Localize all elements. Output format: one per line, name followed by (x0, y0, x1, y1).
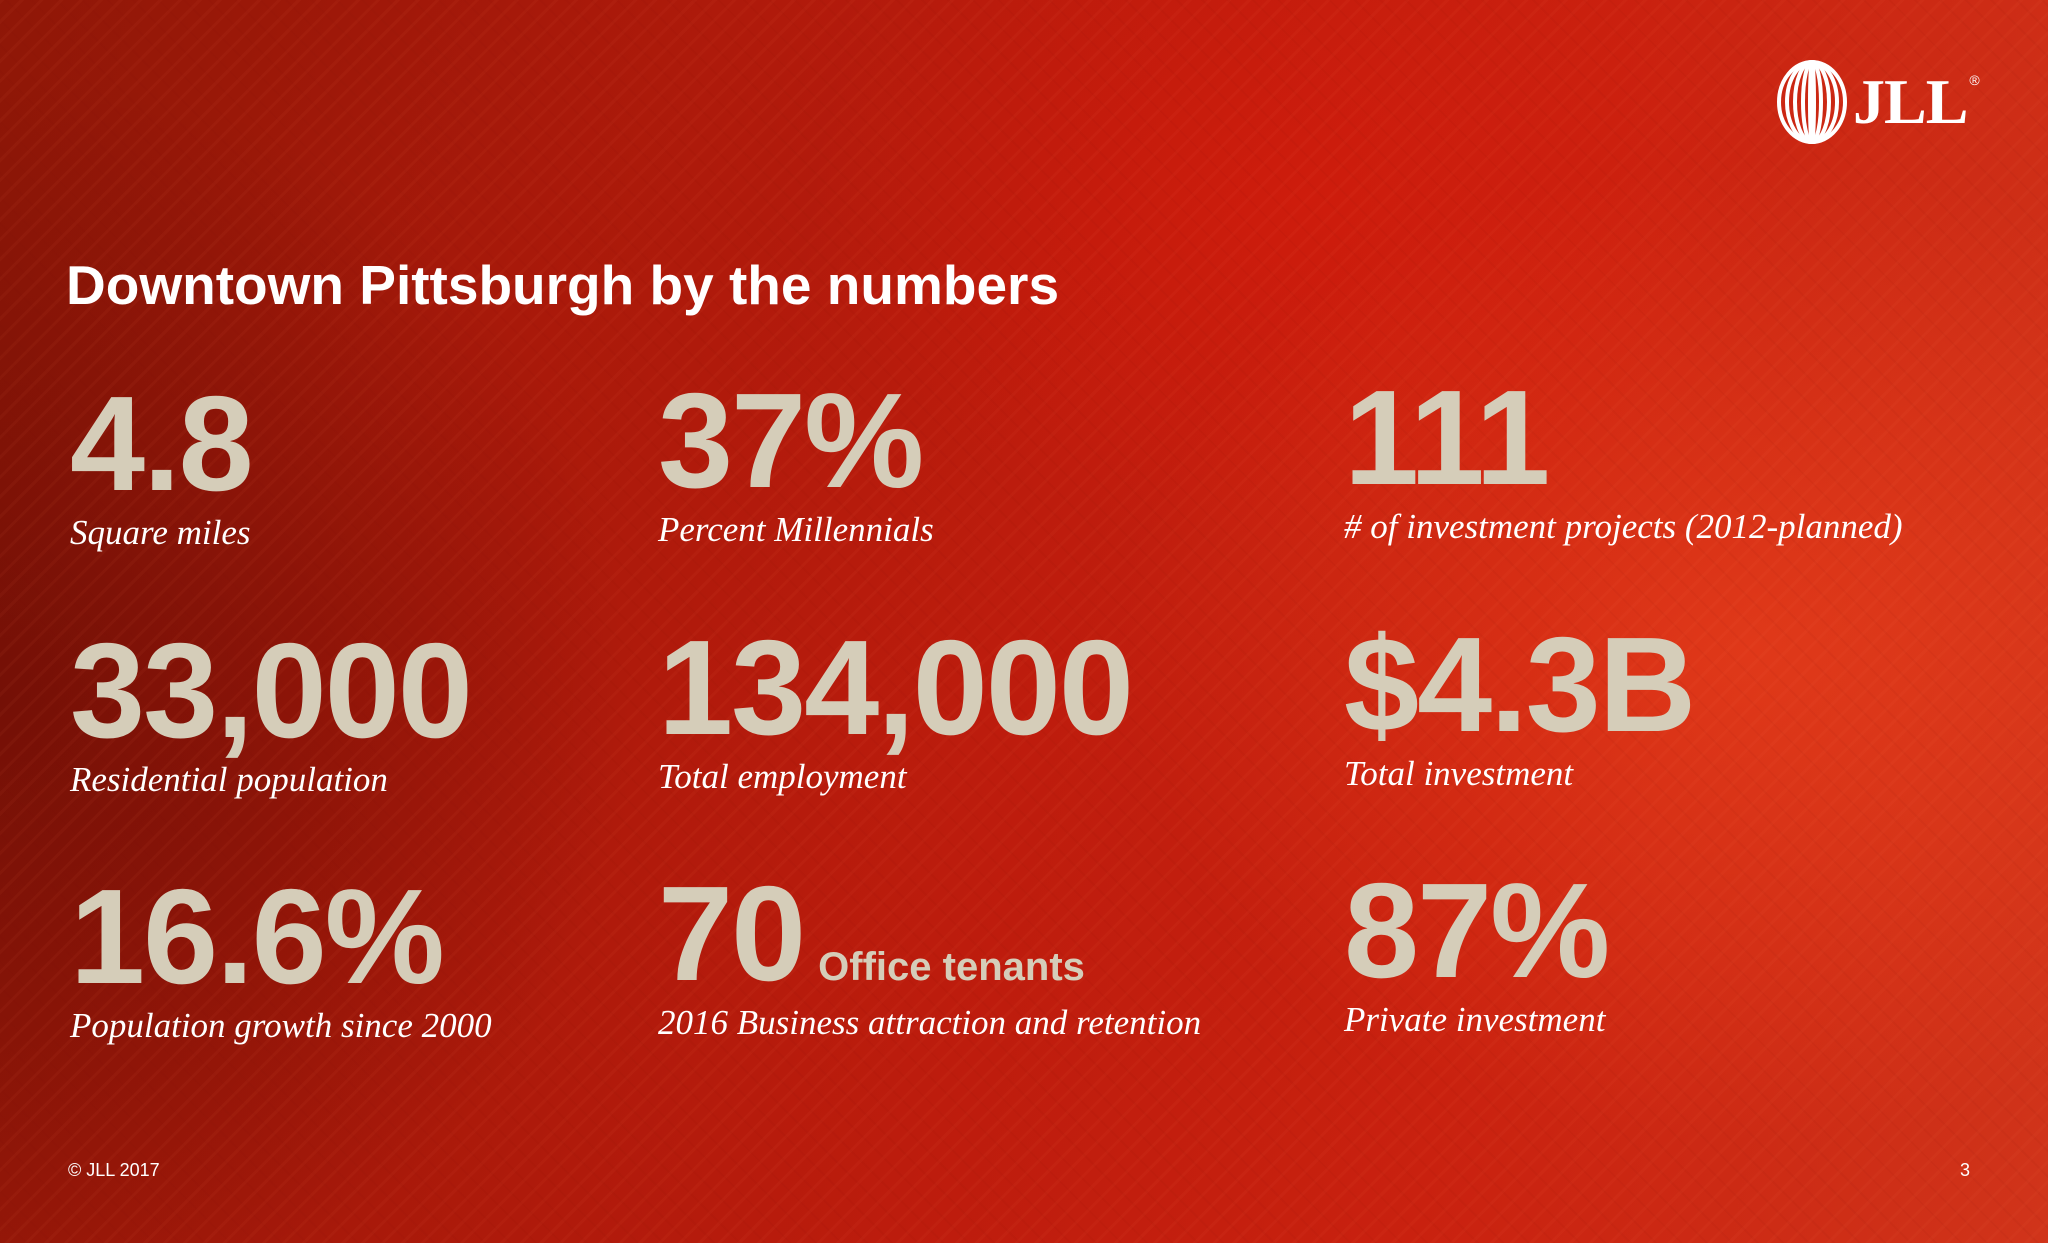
stat-private-investment: 87% Private investment (1344, 855, 1610, 1039)
registered-mark: ® (1969, 72, 1980, 88)
stat-label: Residential population (70, 760, 388, 799)
stat-label: # of investment projects (2012-planned) (1344, 507, 1903, 546)
stat-value: 111 (1344, 362, 1550, 513)
stat-square-miles: 4.8 Square miles (70, 368, 254, 552)
stat-label: Square miles (70, 513, 251, 552)
stat-value: 37% (658, 365, 924, 516)
stat-value: $4.3B (1344, 609, 1696, 760)
logo-text: JLL (1853, 66, 1968, 137)
stat-value: 134,000 (658, 612, 1134, 763)
stat-value: 87% (1344, 855, 1610, 1006)
stat-residential-population: 33,000 Residential population (70, 615, 473, 799)
page-number: 3 (1959, 1160, 1970, 1180)
stat-suffix: Office tenants (818, 945, 1085, 989)
copyright: © JLL 2017 (68, 1160, 160, 1180)
stat-label: Total investment (1344, 754, 1574, 793)
stat-value: 16.6% (70, 861, 445, 1012)
stat-total-investment: $4.3B Total investment (1344, 609, 1696, 793)
page-title: Downtown Pittsburgh by the numbers (66, 254, 1060, 316)
stat-value: 4.8 (70, 368, 254, 519)
stat-label: Total employment (658, 757, 907, 796)
stat-total-employment: 134,000 Total employment (658, 612, 1134, 796)
stat-label: Population growth since 2000 (70, 1006, 492, 1045)
stat-label: Private investment (1344, 1000, 1606, 1039)
stat-population-growth: 16.6% Population growth since 2000 (70, 869, 492, 1043)
stat-office-tenants: 70 Office tenants 2016 Business attractio… (658, 866, 1201, 1040)
stat-number: 70 (658, 858, 806, 1009)
stat-millennials: 37% Percent Millennials (658, 373, 934, 547)
stat-value: 33,000 (70, 615, 473, 766)
jll-logo: JLL ® (1775, 58, 1980, 146)
stat-label: Percent Millennials (658, 510, 934, 549)
stat-investment-projects: 111 # of investment projects (2012-plann… (1344, 370, 1903, 544)
stat-label: 2016 Business attraction and retention (658, 1003, 1202, 1042)
stat-value: 70 Office tenants (658, 866, 1201, 1001)
jll-rings-icon (1777, 60, 1847, 144)
